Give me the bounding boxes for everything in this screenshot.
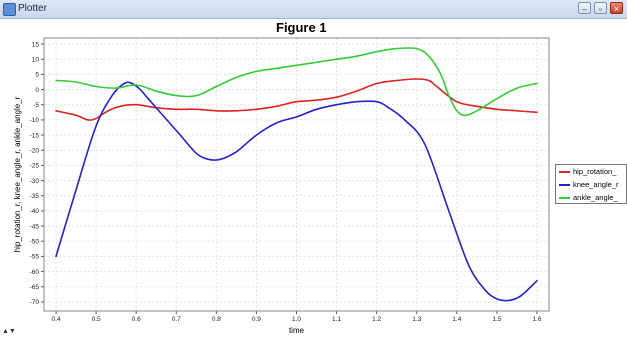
y-tick-label: -50: [30, 239, 40, 246]
maximize-button[interactable]: ▫: [594, 2, 607, 14]
legend-label-knee: knee_angle_r: [573, 180, 619, 189]
minimize-button[interactable]: –: [578, 2, 591, 14]
y-tick-label: -10: [30, 117, 40, 124]
y-tick-label: -40: [30, 208, 40, 215]
y-tick-label: -30: [30, 178, 40, 185]
x-tick-label: 0.5: [92, 316, 101, 323]
chart-title: Figure 1: [276, 20, 327, 35]
window-title: Plotter: [18, 3, 47, 14]
y-tick-label: 10: [32, 57, 40, 64]
y-tick-label: -25: [30, 163, 40, 170]
x-tick-label: 0.9: [252, 316, 261, 323]
y-tick-label: -45: [30, 223, 40, 230]
chart-legend: hip_rotation_ knee_angle_r ankle_angle_: [555, 164, 627, 204]
close-button[interactable]: ×: [610, 2, 623, 14]
y-axis-label: hip_rotation_r, knee_angle_r, ankle_angl…: [13, 96, 22, 252]
y-tick-label: 5: [35, 72, 39, 79]
legend-item-ankle: ankle_angle_: [556, 192, 626, 203]
x-tick-label: 1.2: [372, 316, 381, 323]
x-axis-label: time: [289, 326, 305, 335]
x-tick-label: 1.0: [292, 316, 301, 323]
series-line-hip-rotation: [55, 78, 538, 121]
series-line-knee-angle: [55, 81, 538, 302]
legend-swatch-knee: [559, 184, 570, 186]
y-tick-label: -65: [30, 284, 40, 291]
legend-label-ankle: ankle_angle_: [573, 193, 618, 202]
x-tick-label: 1.6: [532, 316, 541, 323]
legend-label-hip: hip_rotation_: [573, 167, 617, 176]
x-tick-label: 0.8: [212, 316, 221, 323]
x-tick-label: 0.6: [132, 316, 141, 323]
x-tick-label: 1.3: [412, 316, 421, 323]
resize-handle[interactable]: ▲▼: [2, 328, 16, 335]
x-tick-label: 1.1: [332, 316, 341, 323]
legend-swatch-hip: [559, 171, 570, 173]
y-tick-label: -70: [30, 299, 40, 306]
y-tick-label: 0: [35, 87, 39, 94]
x-tick-label: 1.5: [492, 316, 501, 323]
y-tick-label: 15: [32, 41, 40, 48]
y-tick-label: -55: [30, 254, 40, 261]
y-tick-label: -60: [30, 269, 40, 276]
x-tick-label: 1.4: [452, 316, 461, 323]
x-tick-label: 0.7: [172, 316, 181, 323]
y-tick-label: -5: [33, 102, 39, 109]
legend-item-knee: knee_angle_r: [556, 179, 626, 191]
legend-swatch-ankle: [559, 197, 570, 199]
app-icon: [3, 3, 16, 16]
series-line-ankle-angle: [55, 47, 538, 117]
y-tick-label: -35: [30, 193, 40, 200]
window-titlebar: Plotter – ▫ ×: [0, 0, 627, 19]
y-tick-label: -15: [30, 132, 40, 139]
y-tick-label: -20: [30, 148, 40, 155]
plot-frame: [43, 37, 550, 312]
legend-item-hip: hip_rotation_: [556, 166, 626, 178]
x-tick-label: 0.4: [52, 316, 61, 323]
